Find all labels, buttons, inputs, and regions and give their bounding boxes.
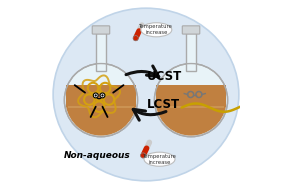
Text: Temperature
increase: Temperature increase	[139, 24, 173, 35]
Text: UCST: UCST	[147, 70, 182, 83]
Ellipse shape	[141, 23, 172, 37]
Circle shape	[101, 94, 104, 97]
FancyBboxPatch shape	[66, 85, 136, 107]
Wedge shape	[66, 100, 136, 136]
Circle shape	[154, 64, 227, 137]
Wedge shape	[156, 100, 226, 136]
FancyBboxPatch shape	[158, 106, 224, 108]
Text: LCST: LCST	[147, 98, 180, 111]
Circle shape	[133, 36, 138, 41]
FancyBboxPatch shape	[156, 85, 226, 107]
Circle shape	[95, 94, 97, 97]
FancyBboxPatch shape	[68, 106, 134, 108]
FancyBboxPatch shape	[92, 26, 110, 34]
Circle shape	[65, 64, 138, 137]
FancyBboxPatch shape	[182, 26, 200, 34]
Text: Temperature
increase: Temperature increase	[142, 154, 176, 165]
Circle shape	[100, 93, 105, 98]
Ellipse shape	[53, 8, 239, 181]
FancyBboxPatch shape	[186, 33, 196, 71]
Text: Non-aqueous: Non-aqueous	[64, 151, 131, 160]
FancyBboxPatch shape	[96, 33, 106, 71]
Ellipse shape	[144, 152, 175, 166]
Circle shape	[140, 153, 146, 158]
Circle shape	[93, 93, 98, 98]
